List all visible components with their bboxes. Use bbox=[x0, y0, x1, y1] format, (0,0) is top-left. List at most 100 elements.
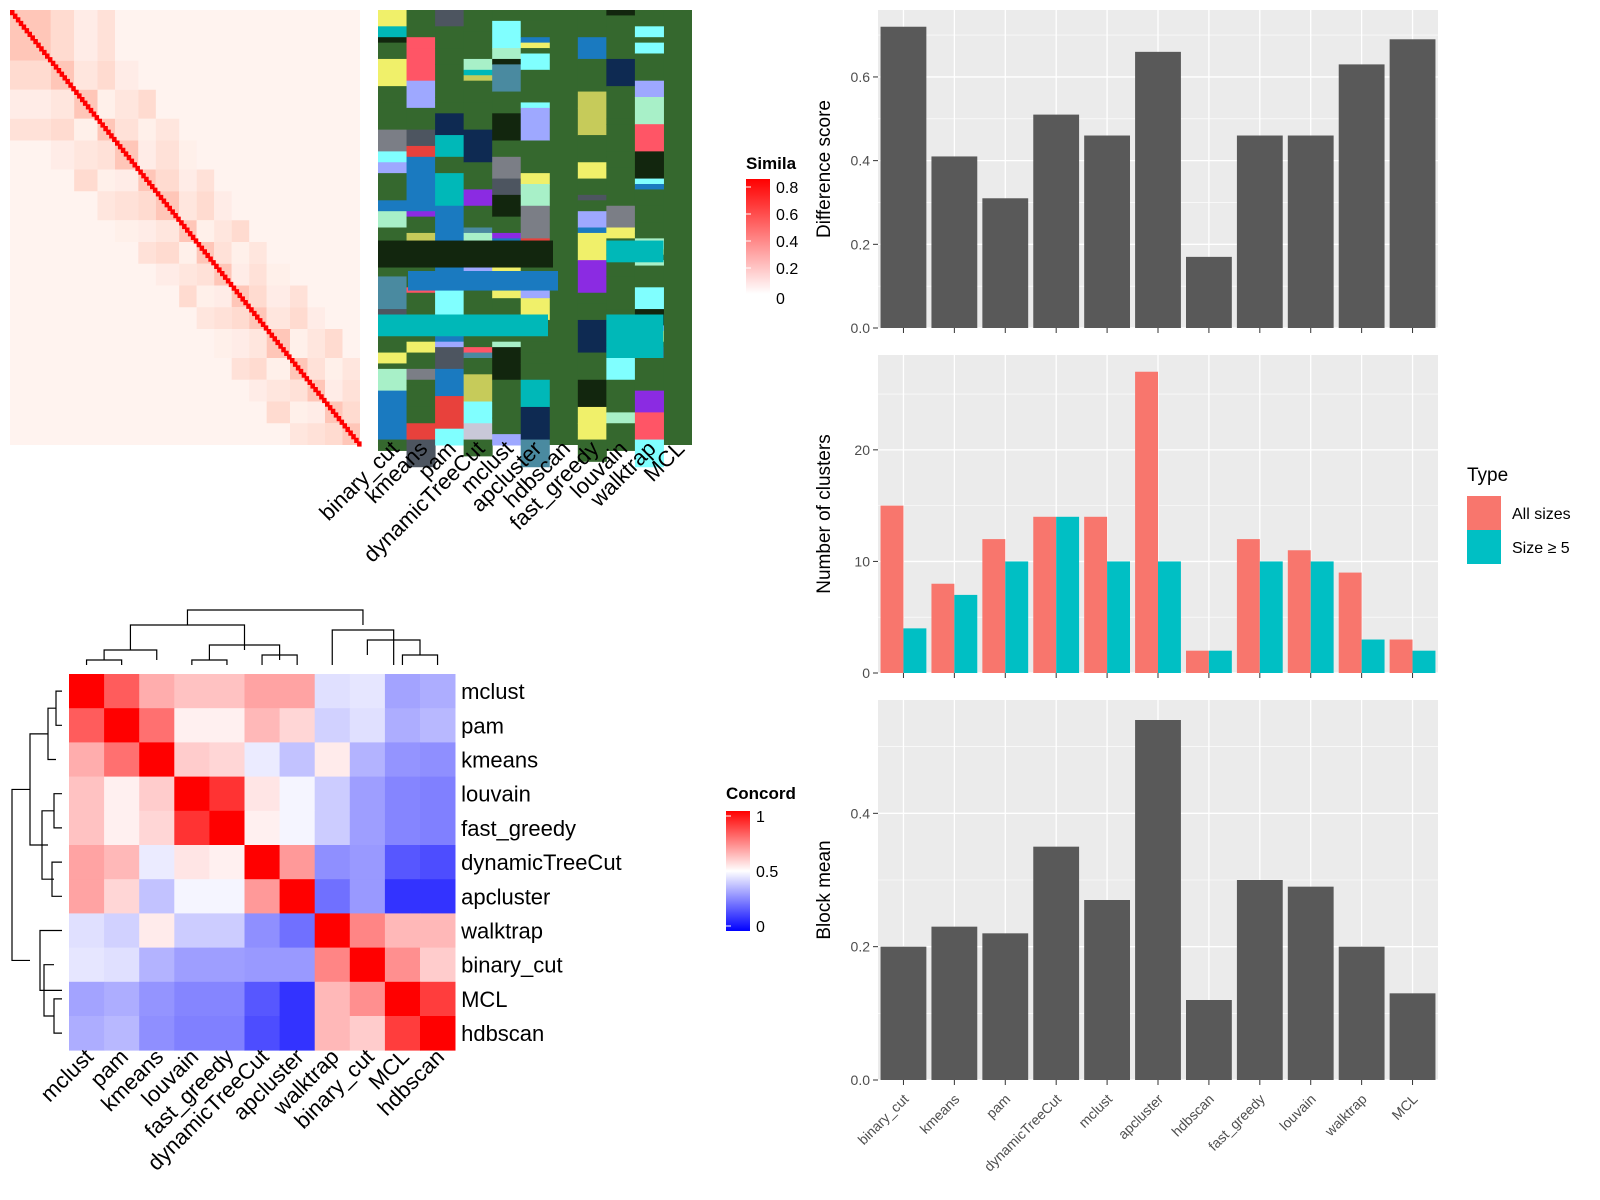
cluster-cell bbox=[634, 287, 664, 310]
similarity-diagonal-cell bbox=[252, 310, 257, 317]
similarity-block bbox=[179, 169, 197, 192]
cluster-cell bbox=[406, 352, 436, 370]
similarity-block bbox=[138, 118, 156, 141]
cluster-cell bbox=[406, 145, 436, 158]
bar bbox=[1236, 539, 1260, 673]
similarity-diagonal-cell bbox=[10, 10, 15, 16]
concordance-cell bbox=[420, 742, 456, 777]
similarity-block bbox=[50, 89, 75, 119]
concordance-cell bbox=[174, 845, 210, 880]
similarity-diagonal-cell bbox=[313, 387, 318, 393]
concordance-heatmap: mclust pam kmeans louvain fast_greedydynamic… bbox=[11, 609, 622, 1175]
cluster-cell bbox=[520, 341, 550, 354]
cluster-cell bbox=[634, 53, 664, 82]
cluster-cell bbox=[634, 265, 664, 288]
similarity-diagonal-cell bbox=[132, 162, 138, 168]
similarity-diagonal-cell bbox=[290, 358, 295, 364]
bar bbox=[1135, 720, 1181, 1080]
y-tick-label: 0 bbox=[862, 665, 870, 681]
similarity-diagonal-cell bbox=[266, 329, 272, 335]
cluster-cell bbox=[435, 341, 465, 348]
concordance-cell bbox=[279, 845, 316, 880]
cluster-cell bbox=[406, 211, 436, 218]
concordance-cell bbox=[349, 913, 386, 948]
cluster-cell bbox=[492, 232, 522, 239]
concordance-cell bbox=[349, 845, 386, 880]
cluster-cell bbox=[406, 113, 436, 131]
similarity-diagonal-cell bbox=[220, 271, 225, 277]
cluster-cell bbox=[577, 178, 607, 196]
legend-label-all-sizes: All sizes bbox=[1512, 506, 1571, 523]
cluster-cell bbox=[406, 379, 436, 386]
concordance-cell bbox=[314, 1016, 351, 1051]
similarity-block bbox=[231, 263, 250, 286]
dendrogram-branch bbox=[53, 793, 62, 829]
cluster-cell bbox=[463, 439, 493, 457]
cluster-cell bbox=[606, 200, 636, 207]
concordance-cell bbox=[209, 810, 245, 846]
legend-label-size-ge-5: Size ≥ 5 bbox=[1512, 540, 1570, 557]
concordance-cell bbox=[384, 708, 421, 743]
cluster-cell bbox=[634, 26, 664, 38]
similarity-block bbox=[155, 263, 180, 286]
similarity-block bbox=[74, 60, 98, 90]
cluster-cell bbox=[606, 118, 636, 125]
cluster-cell bbox=[577, 91, 607, 109]
y-axis-title: Block mean bbox=[814, 840, 835, 939]
concordance-cell bbox=[244, 845, 280, 880]
y-tick-label: 0.2 bbox=[851, 236, 871, 252]
cluster-cell bbox=[463, 10, 493, 33]
similarity-legend-tick: 0.6 bbox=[776, 207, 798, 224]
bar bbox=[1186, 256, 1232, 328]
cluster-cell bbox=[634, 10, 664, 27]
similarity-diagonal-cell bbox=[141, 173, 146, 179]
concordance-row-label: hdbscan bbox=[461, 1021, 544, 1046]
similarity-block bbox=[74, 140, 98, 170]
dendrogram-branch bbox=[85, 659, 123, 665]
concordance-cell bbox=[69, 845, 105, 880]
similarity-block bbox=[249, 358, 267, 380]
similarity-block bbox=[138, 140, 156, 170]
similarity-diagonal-cell bbox=[246, 303, 251, 309]
concordance-cell bbox=[104, 742, 140, 777]
cluster-cell bbox=[435, 396, 465, 430]
concordance-cell bbox=[209, 879, 245, 914]
cluster-cell bbox=[463, 58, 493, 71]
similarity-diagonal-cell bbox=[310, 383, 315, 389]
similarity-diagonal-cell bbox=[138, 169, 143, 175]
similarity-diagonal-cell bbox=[36, 42, 41, 48]
bar bbox=[1310, 561, 1334, 673]
concordance-cell bbox=[420, 674, 456, 709]
cluster-cell bbox=[463, 189, 493, 207]
dendrogram-branch bbox=[47, 707, 56, 761]
cluster-cell bbox=[463, 423, 493, 441]
concordance-cell bbox=[174, 879, 210, 914]
cluster-cell bbox=[606, 10, 636, 16]
similarity-diagonal-cell bbox=[27, 31, 33, 37]
bar bbox=[1338, 946, 1385, 1080]
concordance-row-label: fast_greedy bbox=[461, 816, 576, 841]
similarity-block bbox=[196, 220, 215, 242]
cluster-cell bbox=[520, 37, 550, 44]
cluster-cell bbox=[492, 20, 522, 49]
cluster-cell bbox=[378, 363, 408, 370]
concordance-legend-tick: 0.5 bbox=[756, 864, 778, 881]
similarity-block bbox=[155, 169, 180, 192]
similarity-block bbox=[231, 220, 250, 242]
cluster-cell bbox=[406, 227, 436, 234]
similarity-diagonal-cell bbox=[222, 274, 228, 280]
cluster-cell bbox=[606, 412, 636, 424]
similarity-block bbox=[249, 242, 267, 264]
cluster-cell bbox=[406, 216, 436, 228]
similarity-block bbox=[50, 10, 75, 61]
concordance-row-dendrogram bbox=[11, 690, 62, 1034]
cluster-cell bbox=[378, 37, 408, 44]
similarity-block bbox=[290, 329, 308, 358]
cluster-cell bbox=[378, 276, 408, 310]
concordance-cell bbox=[384, 947, 421, 983]
concordance-cell bbox=[209, 981, 245, 1017]
similarity-diagonal-cell bbox=[325, 401, 330, 407]
legend-key-all-sizes bbox=[1467, 496, 1501, 530]
bar bbox=[1389, 639, 1413, 673]
similarity-block bbox=[179, 140, 197, 170]
